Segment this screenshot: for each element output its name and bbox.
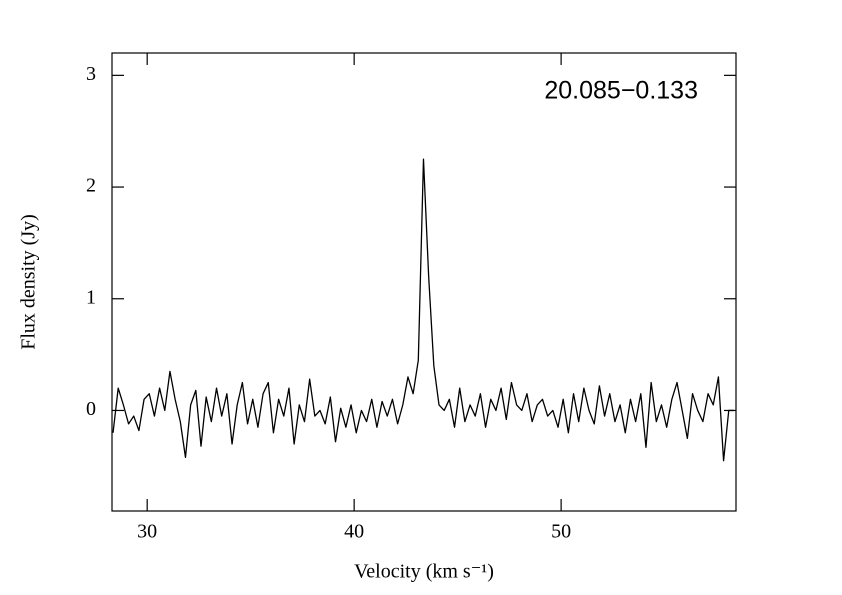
- plot-frame: [111, 52, 737, 512]
- y-tick-label: 3: [86, 63, 96, 85]
- spectrum-line: [112, 158, 734, 462]
- x-tick-label: 50: [551, 521, 571, 543]
- annotation: 20.085−0.133: [544, 77, 698, 105]
- x-tick-label: 40: [344, 521, 364, 543]
- x-axis-label: Velocity (km s⁻¹): [354, 561, 494, 583]
- y-tick-label: 1: [86, 286, 96, 308]
- y-axis-label: Flux density (Jy): [18, 214, 40, 350]
- y-tick-label: 2: [86, 175, 96, 197]
- x-tick-label: 30: [137, 521, 157, 543]
- y-tick-label: 0: [86, 398, 96, 420]
